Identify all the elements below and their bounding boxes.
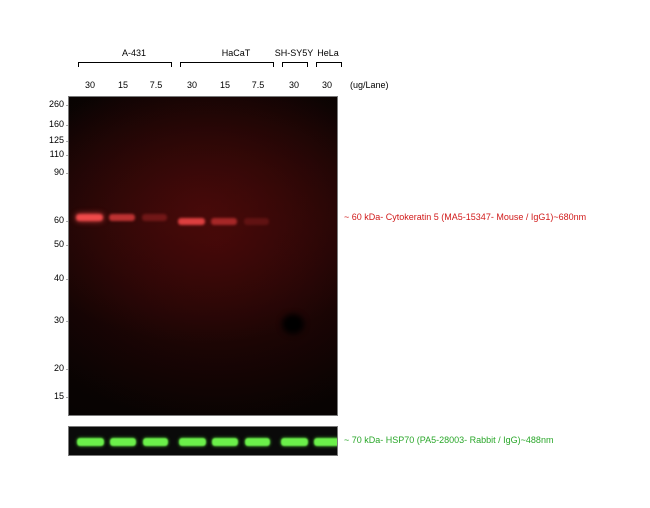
mw-marker: 40 — [42, 273, 64, 283]
group-label: HeLa — [308, 48, 348, 58]
control-band — [143, 438, 168, 446]
mw-marker: 110 — [42, 149, 64, 159]
lane-load: 30 — [280, 80, 308, 90]
lane-load: 15 — [211, 80, 239, 90]
control-band — [245, 438, 270, 446]
mw-marker: 50 — [42, 239, 64, 249]
control-band — [212, 438, 238, 446]
group-label: A-431 — [86, 48, 182, 58]
blot-artifact-spot — [282, 314, 304, 334]
control-band — [77, 438, 104, 446]
blot-band — [109, 214, 135, 221]
blot-band — [76, 214, 103, 221]
mw-marker: 90 — [42, 167, 64, 177]
blot-band — [244, 218, 269, 225]
mw-marker: 160 — [42, 119, 64, 129]
mw-marker: 30 — [42, 315, 64, 325]
lane-load: 7.5 — [244, 80, 272, 90]
primary-blot — [68, 96, 338, 416]
mw-marker: 260 — [42, 99, 64, 109]
group-bracket — [180, 62, 274, 63]
mw-marker: 15 — [42, 391, 64, 401]
loading-unit-label: (ug/Lane) — [350, 80, 389, 90]
control-annotation: ~ 70 kDa- HSP70 (PA5-28003- Rabbit / IgG… — [344, 435, 553, 445]
lane-load: 30 — [313, 80, 341, 90]
mw-marker: 125 — [42, 135, 64, 145]
lane-load: 7.5 — [142, 80, 170, 90]
control-band — [179, 438, 206, 446]
control-band — [110, 438, 136, 446]
blot-band — [142, 214, 167, 221]
loading-control-blot — [68, 426, 338, 456]
primary-annotation: ~ 60 kDa- Cytokeratin 5 (MA5-15347- Mous… — [344, 212, 586, 222]
lane-load: 30 — [178, 80, 206, 90]
lane-load: 30 — [76, 80, 104, 90]
group-bracket — [316, 62, 342, 63]
control-band — [314, 438, 338, 446]
group-label: HaCaT — [188, 48, 284, 58]
group-bracket — [282, 62, 308, 63]
mw-marker: 60 — [42, 215, 64, 225]
lane-load: 15 — [109, 80, 137, 90]
mw-marker: 20 — [42, 363, 64, 373]
blot-band — [178, 218, 205, 225]
blot-band — [211, 218, 237, 225]
blot-background-haze — [68, 96, 338, 416]
group-bracket — [78, 62, 172, 63]
control-band — [281, 438, 308, 446]
